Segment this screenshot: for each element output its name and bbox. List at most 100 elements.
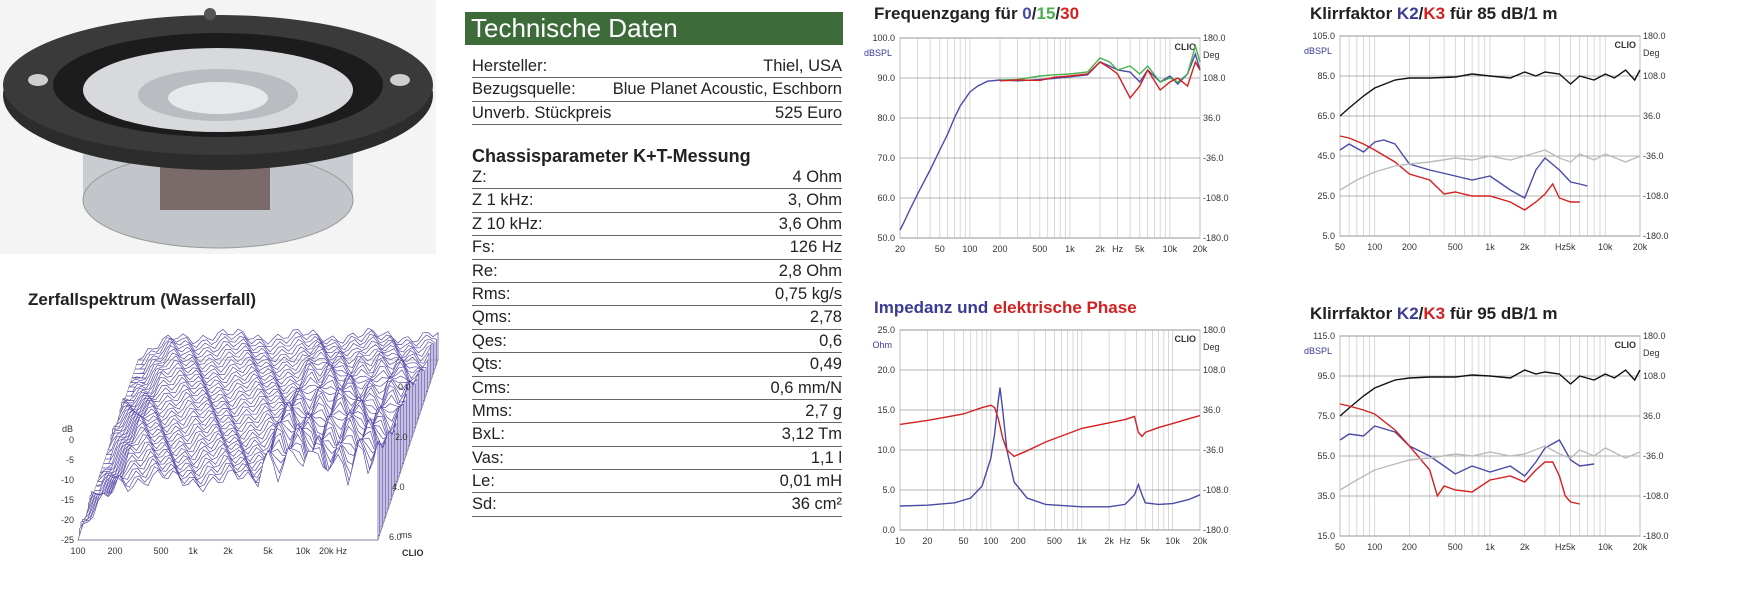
table-row: BxL: 3,12 Tm	[472, 423, 842, 447]
general-table: Hersteller: Thiel, USA Bezugsquelle: Blue P…	[472, 55, 842, 126]
x-tick-label: 20k	[1193, 536, 1208, 546]
imp-title-a: Impedanz und	[874, 298, 993, 317]
row-label: Z:	[472, 168, 487, 186]
y2-tick-label: -36.0	[1203, 445, 1224, 455]
y-tick-label: 75.0	[1317, 411, 1335, 421]
table-row: Hersteller: Thiel, USA	[472, 55, 842, 79]
z-tick-label: -25	[61, 535, 74, 545]
series-line	[1339, 149, 1641, 191]
x-tick-label: 20k Hz	[319, 546, 348, 556]
table-row: Qms: 2,78	[472, 306, 842, 330]
series-line	[899, 404, 1201, 458]
row-label: Qms:	[472, 308, 512, 327]
z-tick-label: -10	[61, 475, 74, 485]
k95-title-b: für 95 dB/1 m	[1445, 304, 1558, 323]
y2-tick-label: -180.0	[1203, 525, 1229, 535]
freq-chart: 100.0 90.0 80.0 70.0 60.0 50.0 180.0 108.0 36.0 -…	[864, 33, 1229, 254]
row-label: Qes:	[472, 331, 507, 350]
row-value: 36 cm²	[791, 495, 842, 514]
row-label: Qts:	[472, 355, 503, 374]
k85-title-b: für 85 dB/1 m	[1445, 4, 1558, 23]
x-tick-label: 50	[1335, 542, 1345, 552]
y2-tick-label: 180.0	[1203, 33, 1226, 43]
impedance-chart: 25.0 20.0 15.0 10.0 5.0 0.0 180.0 108.0 36.0 -36.…	[872, 325, 1229, 546]
k85-title-k2: K2	[1396, 4, 1419, 23]
row-label: Z 10 kHz:	[472, 214, 543, 233]
x-tick-label: 100	[983, 536, 998, 546]
series-line	[1339, 139, 1588, 199]
x-tick-label: 2k	[1520, 242, 1530, 252]
y-unit-label: dBSPL	[1304, 46, 1332, 56]
x-tick-label: 50	[959, 536, 969, 546]
x-tick-label: 2k	[1095, 244, 1105, 254]
k85-title: Klirrfaktor K2/K3 für 85 dB/1 m	[1310, 4, 1558, 24]
x-tick-label: 2k	[223, 546, 233, 556]
y2-tick-label: 180.0	[1643, 331, 1666, 341]
y-tick-label: 45.0	[1317, 151, 1335, 161]
freq-title: Frequenzgang für 0/15/30	[874, 4, 1079, 24]
brand-label: CLIO	[1175, 334, 1197, 344]
tech-title: Technische Daten	[465, 12, 843, 45]
y2-tick-label: -36.0	[1203, 153, 1224, 163]
x-tick-label: 100	[1367, 542, 1382, 552]
k85-title-a: Klirrfaktor	[1310, 4, 1397, 23]
y-tick-label: 55.0	[1317, 451, 1335, 461]
row-label: Mms:	[472, 401, 513, 420]
y-tick-label: 60.0	[877, 193, 895, 203]
row-label: Re:	[472, 261, 498, 280]
x-tick-label: 20	[922, 536, 932, 546]
y2-tick-label: 108.0	[1203, 365, 1226, 375]
y2-unit-label: Deg	[1203, 342, 1220, 352]
table-row: Fs: 126 Hz	[472, 236, 842, 260]
y-tick-label: 5.0	[1322, 231, 1335, 241]
table-row: Z 1 kHz: 3, Ohm	[472, 189, 842, 213]
x-tick-label: 10k	[296, 546, 311, 556]
x-tick-label: 500	[1448, 542, 1463, 552]
x-tick-label: 2k	[1104, 536, 1114, 546]
plot-area	[899, 329, 1201, 531]
y2-tick-label: 108.0	[1643, 71, 1666, 81]
row-label: BxL:	[472, 425, 506, 444]
y2-tick-label: -108.0	[1643, 191, 1669, 201]
table-row: Vas: 1,1 l	[472, 447, 842, 471]
y2-tick-label: 36.0	[1203, 113, 1221, 123]
x-tick-label: 20	[895, 244, 905, 254]
k85-chart: 105.0 85.0 65.0 45.0 25.0 5.0 180.0 108.0 36.0 -3…	[1304, 31, 1669, 252]
k95-chart: 115.0 95.0 75.0 55.0 35.0 15.0 180.0 108.0 36.0 -…	[1304, 331, 1669, 552]
x-tick-label: 1k	[1485, 242, 1495, 252]
k85-title-sep: /	[1418, 4, 1424, 23]
series-line	[1339, 69, 1641, 117]
row-value: 1,1 l	[810, 448, 842, 467]
row-label: Sd:	[472, 495, 497, 514]
y2-unit-label: Deg	[1643, 348, 1660, 358]
row-value: 0,6	[819, 331, 842, 350]
y-tick-label: 25.0	[877, 325, 895, 335]
y-tick-label: 100.0	[872, 33, 895, 43]
table-row: Le: 0,01 mH	[472, 470, 842, 494]
x-tick-label: 20k	[1193, 244, 1208, 254]
table-row: Z: 4 Ohm	[472, 166, 842, 190]
row-label: Unverb. Stückpreis	[472, 103, 612, 122]
y-tick-label: 20.0	[877, 365, 895, 375]
k95-title-a: Klirrfaktor	[1310, 304, 1397, 323]
y-tick-label: 105.0	[1312, 31, 1335, 41]
x-tick-label: 10k	[1598, 542, 1613, 552]
y2-tick-label: -36.0	[1643, 451, 1664, 461]
series-line	[899, 387, 1201, 508]
y-tick-label: 0.0	[882, 525, 895, 535]
x-tick-label: 2k	[1520, 542, 1530, 552]
row-value: Thiel, USA	[763, 57, 842, 75]
x-tick-label: 200	[1402, 542, 1417, 552]
table-row: Mms: 2,7 g	[472, 400, 842, 424]
t-tick-label: 6.0	[389, 532, 402, 542]
row-value: 0,49	[809, 355, 842, 374]
x-tick-label: Hz	[1112, 244, 1123, 254]
imp-title-b: elektrische Phase	[993, 298, 1137, 317]
param-table: Z: 4 Ohm Z 1 kHz: 3, Ohm Z 10 kHz: 3,6 Ohm Fs:…	[472, 166, 842, 517]
row-label: Fs:	[472, 238, 495, 257]
y-tick-label: 35.0	[1317, 491, 1335, 501]
row-label: Vas:	[472, 448, 504, 467]
y-tick-label: 25.0	[1317, 191, 1335, 201]
row-value: 4 Ohm	[792, 168, 842, 186]
y-tick-label: 50.0	[877, 233, 895, 243]
